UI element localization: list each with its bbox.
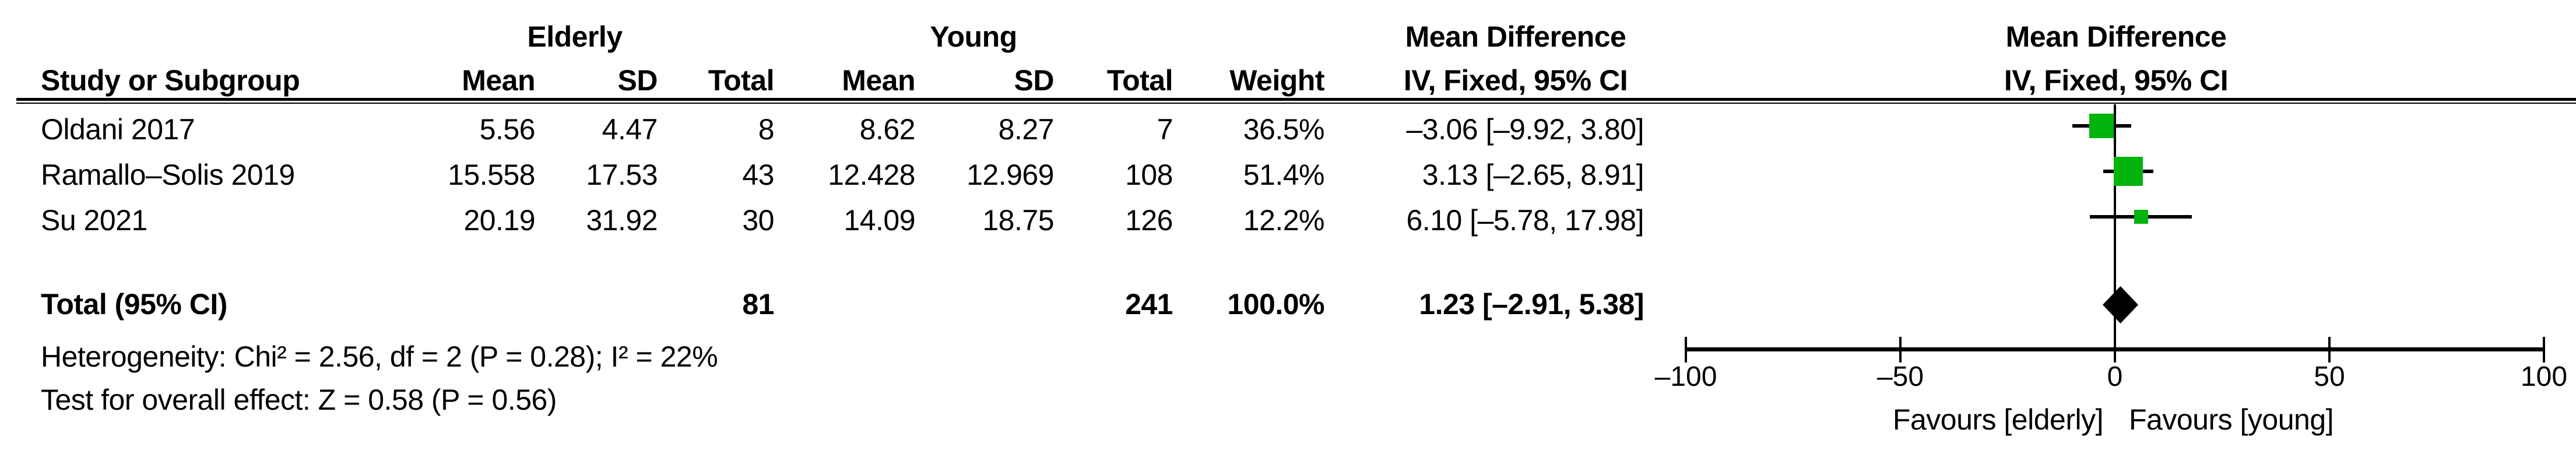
md-ci-value: 6.10 [–5.78, 17.98] xyxy=(1406,204,1644,237)
young-sd-header: SD xyxy=(1014,64,1055,97)
elderly-total: 8 xyxy=(758,113,775,146)
total-diamond xyxy=(2102,286,2138,323)
md-column-header-line1: Mean Difference xyxy=(1405,20,1626,53)
elderly-mean-header: Mean xyxy=(462,64,535,97)
axis-tick-label: 50 xyxy=(2314,361,2345,392)
weight-value: 12.2% xyxy=(1243,204,1325,237)
young-total-header: Total xyxy=(1106,64,1173,97)
favours-left-label: Favours [elderly] xyxy=(1892,403,2104,436)
plot-header-line2: IV, Fixed, 95% CI xyxy=(2004,64,2229,97)
axis-tick-label: 100 xyxy=(2520,361,2568,392)
header-rule xyxy=(16,98,2576,104)
axis-tick-label: 0 xyxy=(2107,361,2123,392)
study-name: Oldani 2017 xyxy=(41,113,195,146)
young-mean: 14.09 xyxy=(844,204,915,237)
young-mean: 8.62 xyxy=(859,113,916,146)
axis-tick xyxy=(1685,337,1687,363)
weight-value: 36.5% xyxy=(1243,113,1325,146)
axis-tick xyxy=(2328,337,2331,363)
total-label: Total (95% CI) xyxy=(41,288,227,321)
plot-header-line1: Mean Difference xyxy=(2005,20,2227,53)
total-weight: 100.0% xyxy=(1227,288,1324,321)
elderly-sd: 4.47 xyxy=(602,113,658,146)
axis-tick-label: –100 xyxy=(1654,361,1717,392)
young-total: 126 xyxy=(1125,204,1173,237)
young-sd: 18.75 xyxy=(982,204,1054,237)
axis-tick xyxy=(2114,337,2116,363)
young-mean-header: Mean xyxy=(842,64,915,97)
young-total: 7 xyxy=(1157,113,1173,146)
md-ci-value: –3.06 [–9.92, 3.80] xyxy=(1406,113,1644,146)
young-mean: 12.428 xyxy=(828,159,915,191)
young-sd: 12.969 xyxy=(967,159,1054,191)
young-sd: 8.27 xyxy=(998,113,1055,146)
elderly-mean: 5.56 xyxy=(479,113,536,146)
elderly-total: 43 xyxy=(742,159,774,191)
axis-tick xyxy=(2543,337,2545,363)
weight-value: 51.4% xyxy=(1243,159,1325,191)
young-total: 108 xyxy=(1125,159,1173,191)
effect-square xyxy=(2114,157,2143,186)
elderly-mean: 20.19 xyxy=(463,204,535,237)
axis-tick-label: –50 xyxy=(1876,361,1924,392)
heterogeneity-note: Heterogeneity: Chi² = 2.56, df = 2 (P = … xyxy=(41,340,718,373)
axis-tick xyxy=(1899,337,1902,363)
young-group-header: Young xyxy=(930,20,1017,53)
study-column-header: Study or Subgroup xyxy=(41,64,300,97)
zero-line xyxy=(2114,104,2116,351)
elderly-sd-header: SD xyxy=(617,64,658,97)
total-young-n: 241 xyxy=(1125,288,1173,321)
total-md-ci: 1.23 [–2.91, 5.38] xyxy=(1419,288,1644,321)
study-name: Ramallo–Solis 2019 xyxy=(41,159,295,191)
overall-effect-note: Test for overall effect: Z = 0.58 (P = 0… xyxy=(41,383,557,416)
elderly-mean: 15.558 xyxy=(448,159,535,191)
elderly-sd: 17.53 xyxy=(586,159,658,191)
elderly-total: 30 xyxy=(742,204,774,237)
elderly-total-header: Total xyxy=(708,64,775,97)
effect-square xyxy=(2089,114,2114,138)
md-ci-value: 3.13 [–2.65, 8.91] xyxy=(1422,159,1644,191)
elderly-sd: 31.92 xyxy=(586,204,658,237)
study-name: Su 2021 xyxy=(41,204,147,237)
total-elderly-n: 81 xyxy=(742,288,774,321)
favours-right-label: Favours [young] xyxy=(2129,403,2334,436)
effect-square xyxy=(2134,210,2148,224)
md-column-header-line2: IV, Fixed, 95% CI xyxy=(1403,64,1628,97)
weight-column-header: Weight xyxy=(1229,64,1324,97)
elderly-group-header: Elderly xyxy=(527,20,623,53)
